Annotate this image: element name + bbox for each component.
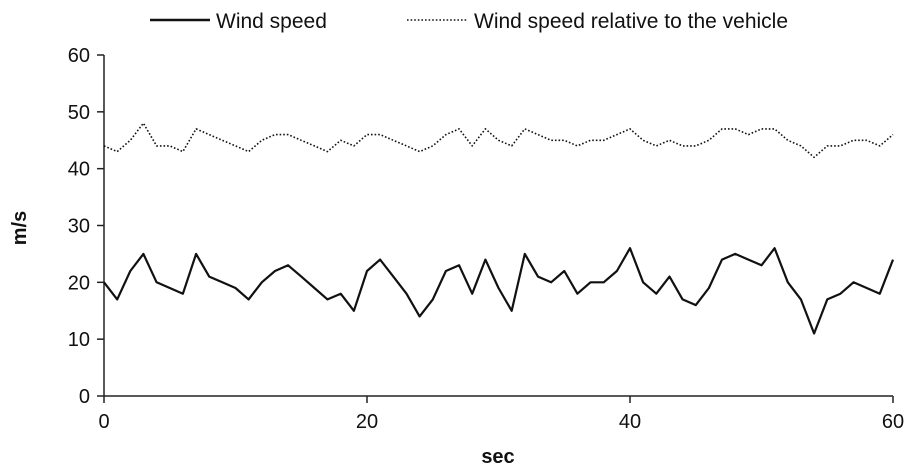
y-tick-label: 30 [68,216,90,238]
x-tick-label: 0 [98,411,109,433]
x-tick-label: 60 [882,411,904,433]
legend-label-2: Wind speed relative to the vehicle [474,10,788,33]
y-tick-label: 50 [68,102,90,124]
legend: Wind speed Wind speed relative to the veh… [150,10,788,33]
y-tick-label: 40 [68,159,90,181]
y-tick-label: 10 [68,329,90,351]
y-tick-label: 60 [68,45,90,67]
x-axis: 0 20 40 60 [98,395,904,433]
legend-label-1: Wind speed [216,10,327,33]
series-line-2 [103,122,894,159]
series-line-1 [103,247,895,335]
x-axis-title: sec [481,446,514,467]
y-tick-label: 0 [79,386,90,408]
y-axis-title: m/s [9,211,31,245]
x-tick-label: 20 [356,411,378,433]
x-tick-label: 40 [619,411,641,433]
y-tick-label: 20 [68,272,90,294]
y-axis: 0 10 20 30 40 50 60 [68,45,105,408]
plot-area [103,122,895,335]
